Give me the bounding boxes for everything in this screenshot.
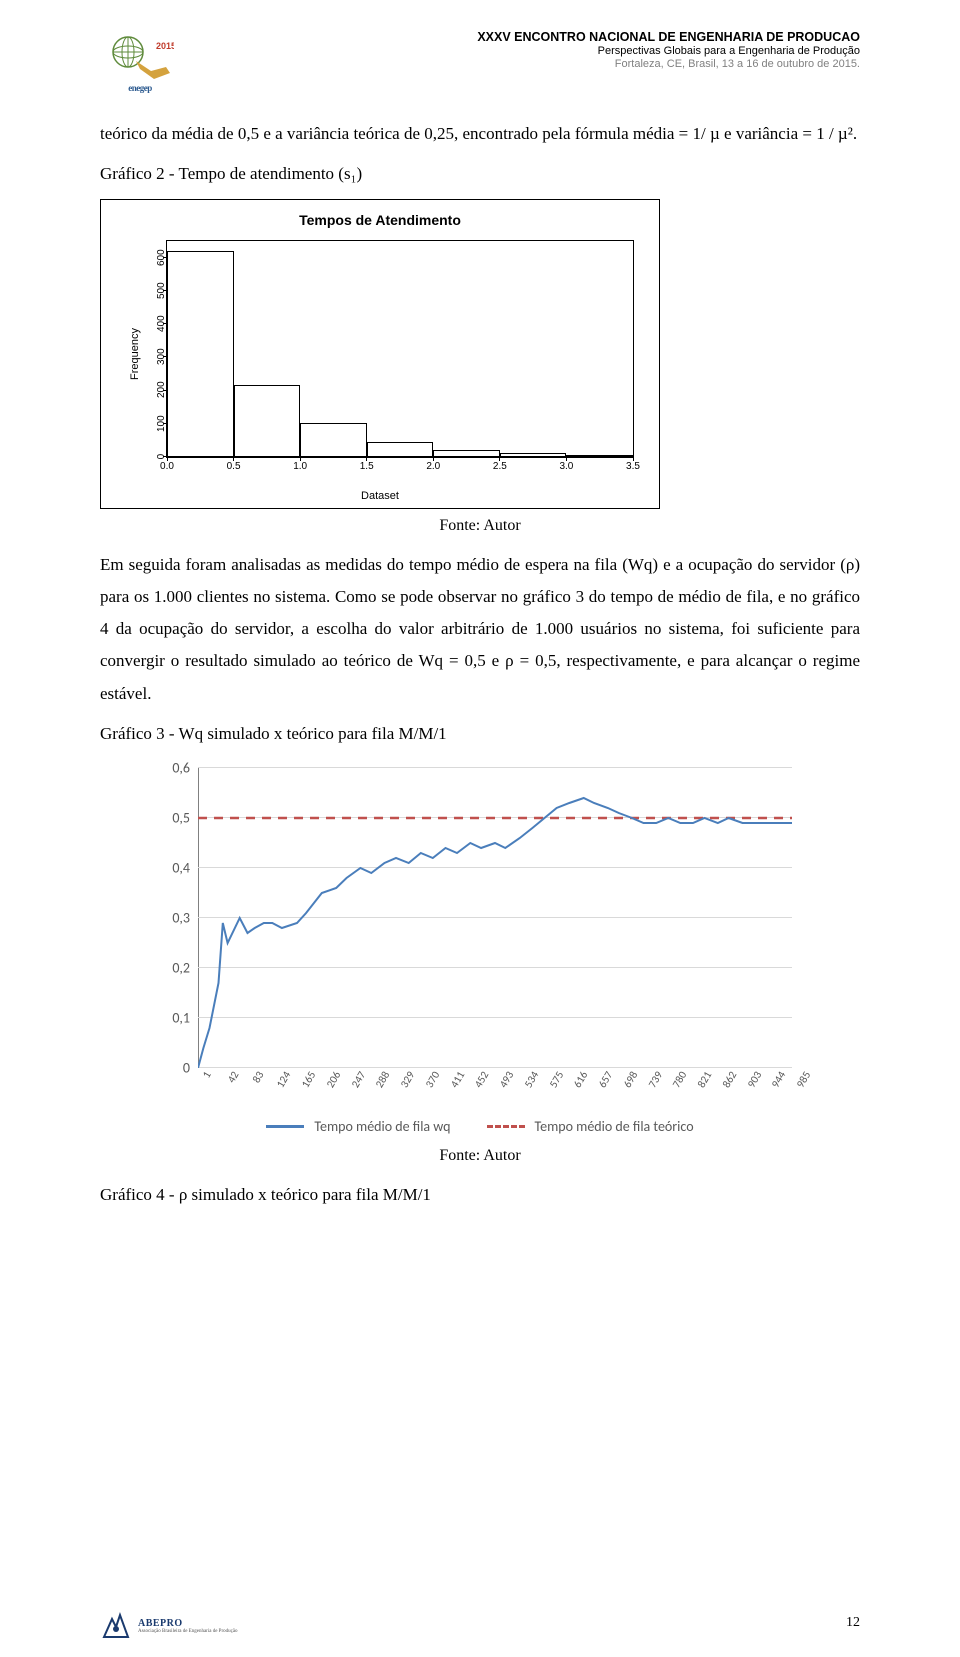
legend-swatch-sim — [266, 1125, 304, 1128]
y-tick-label: 0 — [183, 1060, 198, 1077]
x-tick-label: 2.5 — [493, 457, 507, 472]
histogram-bar — [566, 455, 633, 457]
histogram-chart: Tempos de Atendimento Frequency Dataset … — [100, 199, 660, 509]
chart1-xlabel: Dataset — [101, 490, 659, 502]
x-tick-label: 2.0 — [426, 457, 440, 472]
legend-label-teo: Tempo médio de fila teórico — [535, 1118, 694, 1135]
paragraph-1: teórico da média de 0,5 e a variância te… — [100, 118, 860, 150]
chart1-label: Gráfico 2 - Tempo de atendimento (s₁) — [100, 158, 860, 190]
y-tick-label: 400 — [150, 315, 167, 332]
enegep-logo: 2015 enegep — [100, 30, 180, 94]
chart2-legend: Tempo médio de fila wq Tempo médio de fi… — [150, 1118, 810, 1135]
x-tick-label: 657 — [594, 1068, 615, 1090]
y-tick-label: 0,1 — [172, 1010, 198, 1027]
x-tick-label: 83 — [248, 1068, 267, 1085]
histogram-bar — [234, 385, 301, 456]
x-tick-label: 575 — [545, 1068, 566, 1090]
line-chart: 00,10,20,30,40,50,6142831241652062472883… — [150, 758, 810, 1143]
legend-sim: Tempo médio de fila wq — [266, 1118, 450, 1135]
footer-logo: ABEPRO Associação Brasileira de Engenhar… — [100, 1611, 238, 1641]
x-tick-label: 780 — [668, 1068, 689, 1090]
x-tick-label: 124 — [272, 1068, 293, 1090]
x-tick-label: 493 — [495, 1068, 516, 1090]
x-tick-label: 534 — [520, 1068, 541, 1090]
x-tick-label: 3.0 — [559, 457, 573, 472]
legend-label-sim: Tempo médio de fila wq — [314, 1118, 450, 1135]
chart1-plot-area: 01002003004005006000.00.51.01.52.02.53.0… — [166, 240, 634, 458]
x-tick-label: 1 — [198, 1068, 214, 1080]
y-tick-label: 0,6 — [172, 760, 198, 777]
x-tick-label: 165 — [297, 1068, 318, 1090]
header-title-1: XXXV ENCONTRO NACIONAL DE ENGENHARIA DE … — [190, 30, 860, 45]
histogram-bar — [500, 453, 567, 456]
histogram-bar — [367, 442, 434, 457]
x-tick-label: 616 — [569, 1068, 590, 1090]
y-tick-label: 300 — [150, 349, 167, 366]
x-tick-label: 0.0 — [160, 457, 174, 472]
x-tick-label: 42 — [223, 1068, 242, 1085]
y-tick-label: 0,2 — [172, 960, 198, 977]
abepro-icon — [100, 1611, 132, 1641]
y-tick-label: 200 — [150, 382, 167, 399]
footer-brand: ABEPRO — [138, 1618, 238, 1629]
x-tick-label: 452 — [470, 1068, 491, 1090]
x-tick-label: 1.0 — [293, 457, 307, 472]
svg-text:2015: 2015 — [156, 41, 174, 51]
x-tick-label: 698 — [619, 1068, 640, 1090]
globe-icon: 2015 — [106, 31, 174, 83]
chart1-ylabel: Frequency — [129, 328, 141, 380]
chart1-container: Tempos de Atendimento Frequency Dataset … — [100, 199, 860, 509]
x-tick-label: 411 — [446, 1068, 467, 1090]
chart3-label: Gráfico 4 - ρ simulado x teórico para fi… — [100, 1179, 860, 1211]
x-tick-label: 288 — [371, 1068, 392, 1090]
x-tick-label: 985 — [792, 1068, 813, 1090]
legend-teo: Tempo médio de fila teórico — [487, 1118, 694, 1135]
x-tick-label: 821 — [693, 1068, 714, 1090]
footer-brand-sub: Associação Brasileira de Engenharia de P… — [138, 1629, 238, 1634]
x-tick-label: 0.5 — [227, 457, 241, 472]
x-tick-label: 206 — [322, 1068, 343, 1090]
chart1-title: Tempos de Atendimento — [101, 212, 659, 228]
x-tick-label: 370 — [421, 1068, 442, 1090]
histogram-bar — [300, 423, 367, 456]
chart2-plot-area: 00,10,20,30,40,50,6142831241652062472883… — [198, 768, 792, 1068]
histogram-bar — [167, 251, 234, 457]
x-tick-label: 862 — [718, 1068, 739, 1090]
header-title-2: Perspectivas Globais para a Engenharia d… — [190, 45, 860, 58]
y-tick-label: 600 — [150, 249, 167, 266]
y-tick-label: 500 — [150, 282, 167, 299]
page-number: 12 — [846, 1615, 860, 1631]
x-tick-label: 3.5 — [626, 457, 640, 472]
histogram-bar — [433, 450, 500, 457]
y-tick-label: 0,3 — [172, 910, 198, 927]
chart2-svg — [198, 768, 792, 1068]
x-tick-label: 1.5 — [360, 457, 374, 472]
page-container: 2015 enegep XXXV ENCONTRO NACIONAL DE EN… — [0, 0, 960, 1657]
chart1-caption: Fonte: Autor — [100, 517, 860, 535]
header-titles: XXXV ENCONTRO NACIONAL DE ENGENHARIA DE … — [190, 30, 860, 71]
chart2-label: Gráfico 3 - Wq simulado x teórico para f… — [100, 718, 860, 750]
header-title-3: Fortaleza, CE, Brasil, 13 a 16 de outubr… — [190, 58, 860, 71]
y-tick-label: 100 — [150, 415, 167, 432]
logo-label: enegep — [128, 83, 152, 93]
abepro-text-block: ABEPRO Associação Brasileira de Engenhar… — [138, 1618, 238, 1634]
x-tick-label: 329 — [396, 1068, 417, 1090]
y-tick-label: 0,5 — [172, 810, 198, 827]
x-tick-label: 903 — [743, 1068, 764, 1090]
page-header: 2015 enegep XXXV ENCONTRO NACIONAL DE EN… — [100, 30, 860, 94]
series-simulado — [198, 798, 792, 1068]
x-tick-label: 247 — [347, 1068, 368, 1090]
paragraph-3: Em seguida foram analisadas as medidas d… — [100, 549, 860, 710]
chart2-caption: Fonte: Autor — [100, 1147, 860, 1165]
x-tick-label: 944 — [767, 1068, 788, 1090]
legend-swatch-teo — [487, 1125, 525, 1128]
x-tick-label: 739 — [644, 1068, 665, 1090]
y-tick-label: 0,4 — [172, 860, 198, 877]
